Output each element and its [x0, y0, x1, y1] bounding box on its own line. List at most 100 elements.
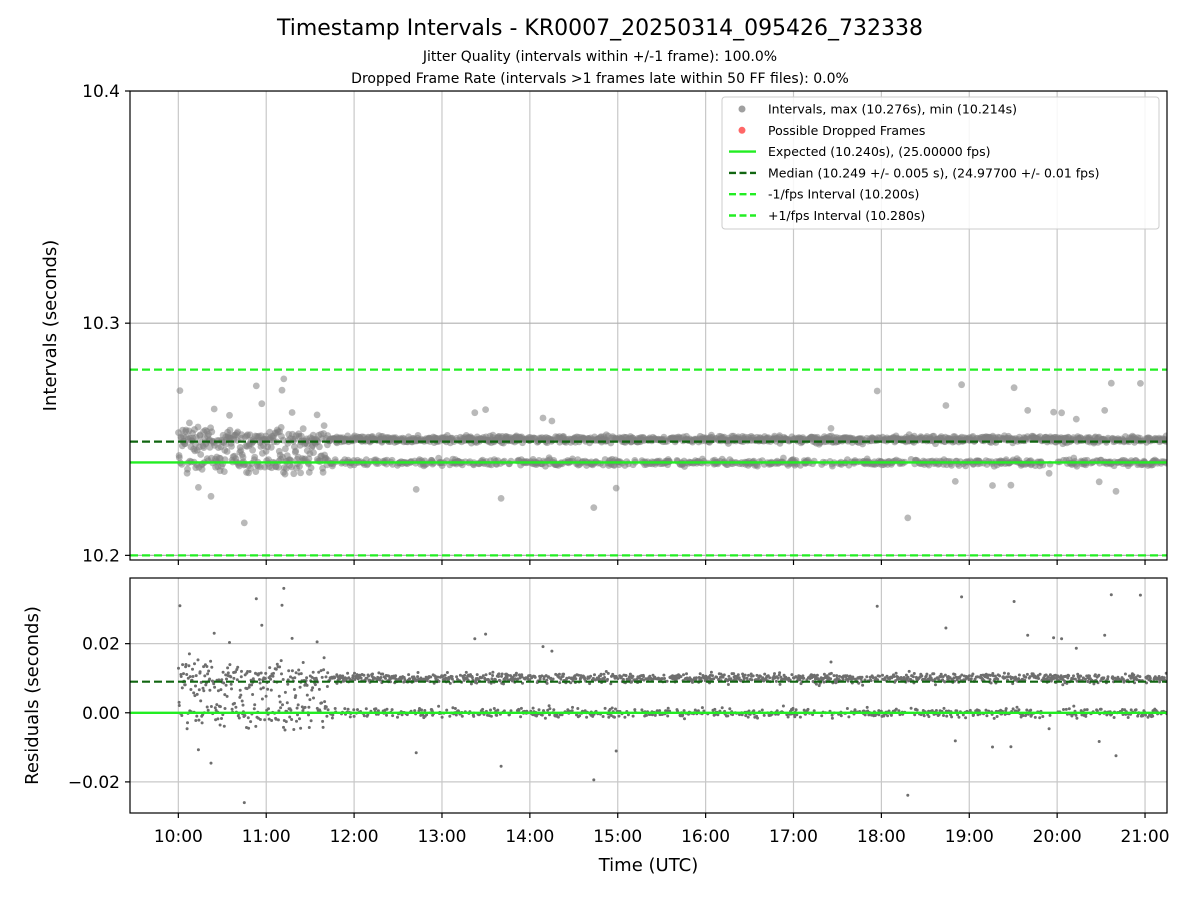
residual-point — [458, 673, 462, 677]
interval-point — [989, 482, 996, 489]
residual-point — [720, 706, 724, 710]
residual-point — [448, 714, 452, 718]
residual-point — [679, 675, 683, 679]
residual-point — [543, 716, 547, 720]
residual-point — [220, 678, 224, 682]
residual-point — [992, 716, 996, 720]
residual-point — [330, 716, 334, 720]
residual-point — [806, 707, 810, 711]
residual-point — [229, 682, 233, 686]
residual-point — [794, 708, 798, 712]
residual-point — [348, 715, 352, 719]
residual-point — [307, 713, 310, 717]
residual-point — [651, 713, 654, 717]
residual-point — [802, 676, 806, 680]
residual-point — [591, 714, 595, 718]
residual-point — [696, 709, 700, 713]
residual-point — [193, 694, 197, 698]
residual-point — [421, 713, 425, 717]
residual-point — [237, 716, 241, 720]
residual-point — [820, 714, 824, 718]
residual-point — [381, 672, 385, 676]
residual-point — [215, 703, 219, 707]
residual-point — [904, 673, 908, 677]
residual-point — [207, 669, 211, 673]
residual-point — [414, 751, 418, 755]
residual-point — [484, 673, 488, 677]
residual-point — [264, 671, 268, 675]
interval-point — [198, 465, 206, 473]
interval-point — [246, 431, 254, 439]
residual-point — [234, 705, 238, 709]
interval-point — [252, 468, 260, 475]
residual-point — [506, 673, 510, 677]
interval-point — [251, 453, 259, 461]
residual-point — [912, 672, 916, 675]
interval-point — [280, 375, 288, 383]
bottom-panel-grid — [130, 578, 1167, 813]
residual-point — [213, 706, 217, 710]
residual-point — [995, 715, 999, 718]
residual-point — [1075, 716, 1079, 720]
residual-point — [320, 701, 324, 705]
residual-point — [520, 675, 524, 679]
residual-point — [362, 673, 366, 677]
residual-point — [1011, 682, 1015, 686]
residual-point — [254, 597, 258, 601]
residual-point — [322, 656, 326, 660]
residual-point — [752, 709, 756, 713]
residual-point — [270, 719, 274, 722]
residual-point — [450, 677, 454, 681]
residual-point — [716, 713, 720, 717]
residual-point — [579, 674, 583, 678]
residual-point — [298, 717, 301, 721]
residual-point — [220, 717, 223, 720]
residual-point — [570, 709, 574, 713]
residual-point — [197, 718, 201, 722]
residual-point — [226, 671, 230, 675]
residual-point — [317, 687, 321, 691]
residual-point — [1103, 633, 1107, 637]
residual-point — [631, 714, 635, 718]
residual-point — [279, 659, 283, 663]
residual-point — [198, 670, 202, 674]
residual-point — [323, 700, 327, 704]
residual-point — [791, 706, 795, 710]
residual-point — [882, 714, 886, 718]
residual-point — [246, 716, 250, 720]
residual-point — [640, 708, 644, 712]
residual-point — [894, 707, 898, 711]
residual-point — [179, 675, 183, 678]
interval-point — [275, 463, 282, 471]
residual-point — [1052, 676, 1056, 680]
residual-point — [228, 663, 232, 667]
residual-point — [463, 673, 467, 677]
residual-point — [845, 707, 849, 710]
interval-point — [194, 423, 202, 431]
residual-point — [364, 707, 368, 711]
residual-point — [922, 714, 926, 718]
residual-point — [631, 674, 635, 678]
residual-point — [228, 641, 231, 644]
residual-point — [436, 675, 440, 679]
interval-point — [310, 449, 317, 456]
residual-point — [1044, 673, 1048, 677]
top-y-axis-label: Intervals (seconds) — [40, 240, 61, 412]
residual-point — [1006, 675, 1010, 679]
residual-point — [865, 705, 869, 709]
residual-point — [602, 672, 606, 676]
interval-point — [267, 443, 275, 451]
residual-point — [519, 715, 523, 719]
residual-point — [906, 793, 910, 797]
residual-point — [191, 675, 195, 678]
residual-point — [356, 708, 359, 712]
residual-point — [484, 632, 488, 636]
residual-point — [235, 678, 239, 682]
residual-point — [259, 687, 263, 691]
residual-point — [352, 714, 356, 718]
residual-point — [648, 674, 652, 678]
residual-point — [822, 672, 826, 676]
interval-point — [240, 519, 248, 527]
residual-point — [197, 688, 201, 692]
residual-point — [613, 715, 616, 719]
